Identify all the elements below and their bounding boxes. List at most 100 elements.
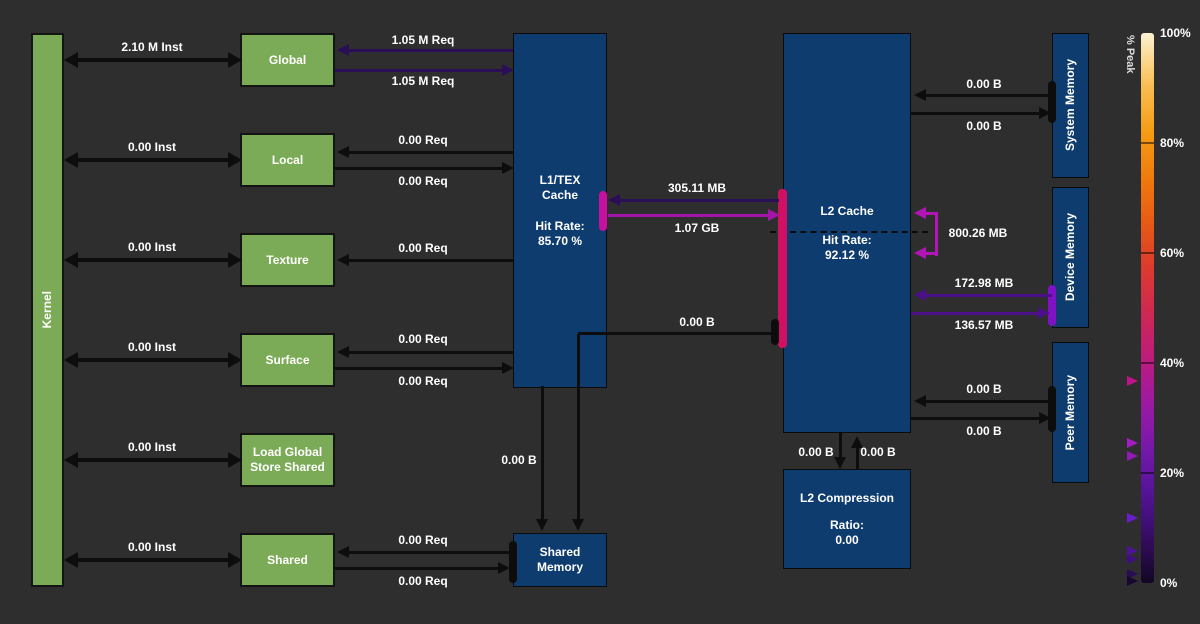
- arrowhead-down-icon: [572, 519, 584, 531]
- arrowhead-up-icon: [851, 436, 863, 448]
- local-box: Local: [240, 133, 335, 187]
- flow-system-to-l2: [925, 94, 1052, 97]
- arrowhead-right-icon: [502, 162, 514, 174]
- l2-title: L2 Cache: [820, 203, 874, 218]
- edge-label: 305.11 MB: [667, 181, 727, 195]
- arrowhead-left-icon: [608, 194, 620, 206]
- arrowhead-left-icon: [64, 52, 78, 68]
- edge-label: 0.00 Req: [398, 574, 448, 588]
- flow-kernel-texture: [76, 258, 230, 262]
- load-global-store-shared-label: Load Global Store Shared: [250, 445, 325, 474]
- flow-global-to-l1: [335, 69, 502, 72]
- edge-label: 0.00 Req: [398, 533, 448, 547]
- scale-tick-label: 100%: [1160, 26, 1191, 40]
- edge-label: 0.00 Req: [398, 332, 448, 346]
- edge-label: 0.00 B: [966, 119, 1002, 133]
- arrowhead-right-icon: [228, 152, 242, 168]
- edge-label: 0.00 B: [860, 445, 896, 459]
- l2-hit-rate: Hit Rate: 92.12 %: [822, 232, 872, 262]
- edge-label: 0.00 Inst: [127, 240, 177, 254]
- local-label: Local: [271, 152, 304, 167]
- scale-tick-label: 40%: [1160, 356, 1185, 370]
- edge-label: 0.00 Inst: [127, 540, 177, 554]
- device-memory-port-marker: [1048, 285, 1056, 326]
- arrowhead-left-icon: [337, 44, 349, 56]
- arrowhead-left-icon: [914, 289, 926, 301]
- arrowhead-left-icon: [914, 247, 926, 259]
- arrowhead-down-icon: [834, 457, 846, 469]
- edge-label: 0.00 B: [966, 424, 1002, 438]
- peak-marker-icon: [1127, 376, 1138, 387]
- arrowhead-left-icon: [914, 395, 926, 407]
- flow-l2-to-sharedmem: [578, 332, 779, 335]
- arrowhead-left-icon: [337, 146, 349, 158]
- edge-label: 0.00 Inst: [127, 440, 177, 454]
- l2-compression-title: L2 Compression: [799, 490, 895, 505]
- flow-surface-to-l1: [335, 367, 502, 370]
- peer-memory-box: Peer Memory: [1052, 342, 1089, 483]
- arrowhead-left-icon: [64, 152, 78, 168]
- arrowhead-right-icon: [228, 552, 242, 568]
- shared-memory-label: Shared Memory: [536, 545, 583, 574]
- arrowhead-right-icon: [1038, 307, 1050, 319]
- arrowhead-left-icon: [337, 346, 349, 358]
- scale-notch: [1141, 472, 1154, 474]
- flow-l2-loop-top: [925, 212, 938, 215]
- arrowhead-left-icon: [64, 552, 78, 568]
- flow-l1-to-sharedmem: [541, 386, 544, 520]
- arrowhead-left-icon: [64, 352, 78, 368]
- arrowhead-right-icon: [768, 209, 780, 221]
- peak-marker-icon: [1127, 437, 1138, 448]
- system-memory-port-marker: [1048, 81, 1056, 123]
- flow-l2-to-compression: [839, 433, 842, 458]
- scale-notch: [1141, 142, 1154, 144]
- arrowhead-right-icon: [228, 252, 242, 268]
- arrowhead-left-icon: [914, 207, 926, 219]
- texture-label: Texture: [266, 252, 309, 267]
- flow-l1-to-global: [348, 49, 513, 52]
- edge-label: 0.00 B: [501, 453, 537, 467]
- peak-marker-icon: [1127, 513, 1138, 524]
- l1-tex-cache-box: L1/TEX Cache Hit Rate: 85.70 %: [513, 33, 607, 388]
- edge-label: 0.00 B: [679, 315, 715, 329]
- peak-scale-title: % Peak: [1124, 35, 1136, 74]
- l1-right-port-marker: [599, 191, 607, 231]
- l1-hit-rate: Hit Rate: 85.70 %: [535, 218, 585, 248]
- l2-midline-dash: [770, 231, 928, 233]
- shared-memory-box: Shared Memory: [513, 533, 607, 587]
- edge-label: 1.07 GB: [674, 221, 720, 235]
- edge-label: 1.05 M Req: [391, 74, 455, 88]
- scale-tick-label: 0%: [1160, 576, 1178, 590]
- surface-label: Surface: [265, 352, 310, 367]
- edge-label: 0.00 B: [798, 445, 834, 459]
- system-memory-label: System Memory: [1063, 59, 1077, 152]
- arrowhead-left-icon: [914, 89, 926, 101]
- peak-marker-icon: [1127, 546, 1138, 557]
- shared-label: Shared: [267, 552, 308, 567]
- kernel-label: Kernel: [40, 291, 54, 329]
- peak-marker-icon: [1127, 450, 1138, 461]
- flow-l2-to-device: [911, 312, 1038, 315]
- surface-box: Surface: [240, 333, 335, 387]
- l1-title: L1/TEX Cache: [539, 172, 581, 202]
- arrowhead-right-icon: [502, 64, 514, 76]
- flow-local-to-l1: [335, 167, 502, 170]
- flow-l2-to-system: [911, 112, 1039, 115]
- peer-memory-port-marker: [1048, 386, 1056, 432]
- peak-marker-icon: [1127, 553, 1138, 564]
- arrowhead-right-icon: [228, 352, 242, 368]
- edge-label: 0.00 Inst: [127, 340, 177, 354]
- edge-label: 0.00 Req: [398, 374, 448, 388]
- edge-label: 0.00 B: [966, 382, 1002, 396]
- l2-left-port-marker: [778, 189, 787, 348]
- edge-label: 136.57 MB: [954, 318, 1014, 332]
- flow-l2-loop-bottom: [925, 252, 938, 255]
- flow-compression-to-l2: [856, 448, 859, 469]
- edge-label: 0.00 Inst: [127, 140, 177, 154]
- scale-tick-label: 60%: [1160, 246, 1185, 260]
- system-memory-box: System Memory: [1052, 33, 1089, 178]
- edge-label: 1.05 M Req: [391, 33, 455, 47]
- arrowhead-right-icon: [1039, 107, 1051, 119]
- flow-kernel-surface: [76, 358, 230, 362]
- flow-l2-to-l1: [619, 199, 779, 202]
